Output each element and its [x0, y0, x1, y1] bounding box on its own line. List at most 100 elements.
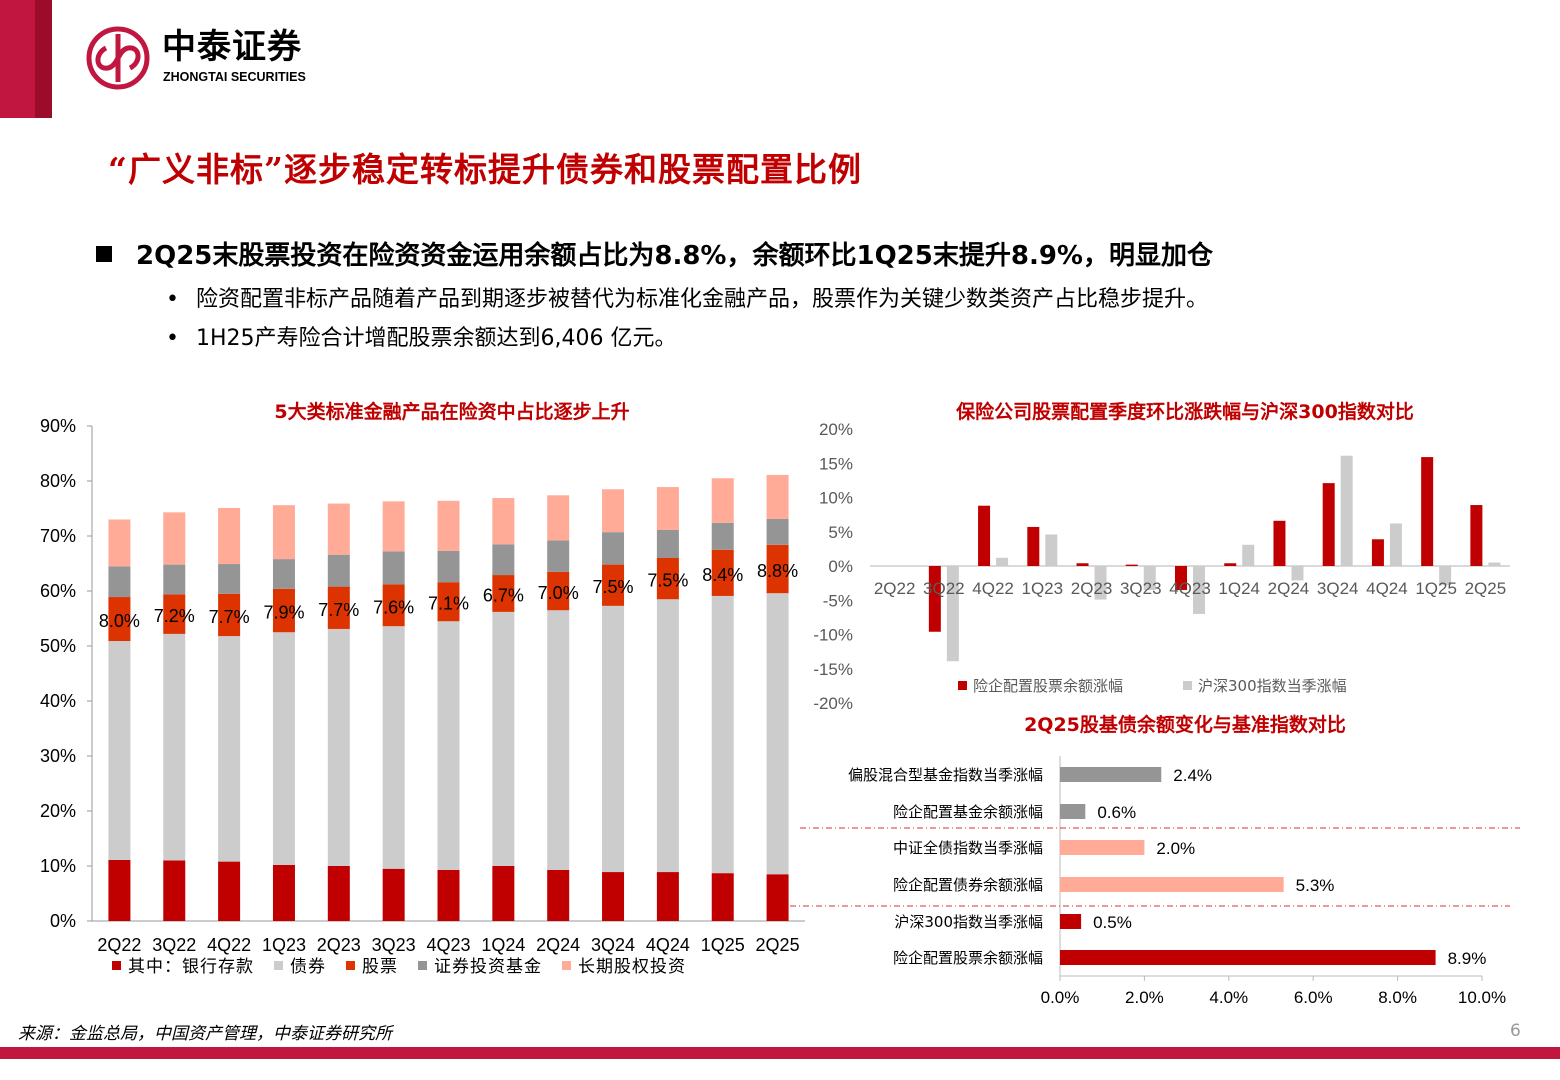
chart1-bar-segment	[327, 628, 350, 866]
chart3-category-label: 险企配置股票余额涨幅	[893, 949, 1043, 967]
chart1-bar-segment	[547, 869, 570, 921]
chart1-bar-segment	[272, 505, 295, 560]
chart2-x-tick-label: 2Q23	[1071, 579, 1113, 598]
chart2-bar	[1371, 539, 1384, 566]
chart1-bar-segment	[711, 873, 734, 921]
chart1-data-label: 7.7%	[209, 607, 250, 627]
chart1-bar-segment	[711, 549, 734, 596]
chart3-category-label: 险企配置基金余额涨幅	[893, 803, 1043, 821]
chart1-bar-segment	[547, 610, 570, 870]
chart1-bar-segment	[711, 478, 734, 523]
chart1-data-label: 7.5%	[593, 577, 634, 597]
chart2-bar	[996, 557, 1009, 566]
chart2-bar	[1389, 523, 1402, 566]
chart1-bar-segment	[218, 861, 241, 921]
chart2-bar	[1076, 563, 1089, 566]
chart2-x-tick-label: 2Q24	[1268, 579, 1310, 598]
chart2-bar	[928, 566, 941, 632]
chart2-bar	[1175, 566, 1187, 590]
chart3-x-tick-label: 4.0%	[1209, 988, 1248, 1007]
chart1-bar-segment	[492, 498, 515, 545]
chart1-bar-segment	[437, 500, 460, 551]
chart2-x-tick-label: 1Q23	[1022, 579, 1064, 598]
chart1-legend-swatch	[562, 961, 571, 970]
sub-bullet-text: 险资配置非标产品随着产品到期逐步被替代为标准化金融产品，股票作为关键少数类资产占…	[196, 287, 1209, 312]
chart1-data-label: 7.7%	[318, 600, 359, 620]
chart1-y-tick-label: 10%	[40, 856, 76, 876]
chart3-bar	[1060, 804, 1086, 819]
chart1-data-label: 7.9%	[263, 603, 304, 623]
chart2-legend-label: 沪深300指数当季涨幅	[1198, 677, 1347, 695]
square-bullet-icon	[96, 246, 112, 262]
chart2-bar	[1242, 544, 1255, 566]
chart1-y-tick-label: 30%	[40, 746, 76, 766]
sub-bullet-text: 1H25产寿险合计增配股票余额达到6,406 亿元。	[196, 326, 677, 351]
footer-bar	[0, 1047, 1560, 1059]
chart1-bar-segment	[382, 584, 405, 627]
chart3-bar	[1060, 877, 1284, 892]
chart1-y-tick-label: 70%	[40, 526, 76, 546]
chart3-data-label: 5.3%	[1296, 876, 1335, 895]
chart1-bar-segment	[382, 626, 405, 869]
chart1-bar-segment	[272, 559, 295, 589]
header-accent-bar	[0, 0, 35, 118]
chart1-y-tick-label: 40%	[40, 691, 76, 711]
chart3-x-tick-label: 6.0%	[1294, 988, 1333, 1007]
chart1-bar-segment	[492, 611, 515, 866]
chart1-legend-swatch	[418, 961, 427, 970]
bullet-dot-icon: •	[166, 287, 179, 312]
chart1-bar-segment	[327, 586, 350, 629]
logo-text-cn: 中泰证券	[162, 27, 302, 67]
chart3-bar	[1060, 914, 1082, 929]
chart1-y-tick-label: 20%	[40, 801, 76, 821]
chart1-data-label: 7.6%	[373, 597, 414, 617]
chart1-bar-segment	[272, 864, 295, 921]
chart3-x-tick-label: 10.0%	[1458, 988, 1506, 1007]
chart1-bar-segment	[656, 558, 679, 600]
page-number: 6	[1510, 1021, 1521, 1041]
chart2-x-tick-label: 4Q24	[1366, 579, 1408, 598]
chart1-bar-segment	[163, 564, 186, 595]
source-note: 来源：金监总局，中国资产管理，中泰证券研究所	[18, 1024, 392, 1044]
chart2-bar	[946, 566, 959, 662]
chart1-bar-segment	[766, 874, 789, 921]
chart2-y-tick-label: -15%	[813, 660, 853, 679]
slide-title: “广义非标”逐步稳定转标提升债券和股票配置比例	[108, 150, 862, 189]
chart3-x-tick-label: 8.0%	[1378, 988, 1417, 1007]
chart3-category-label: 偏股混合型基金指数当季涨幅	[848, 766, 1043, 784]
chart1-bar-segment	[163, 594, 186, 634]
main-bullet: 2Q25末股票投资在险资资金运用余额占比为8.8%，余额环比1Q25末提升8.9…	[96, 240, 1213, 272]
chart2-bar	[1421, 457, 1434, 566]
chart1-bar-segment	[656, 529, 679, 558]
chart2-y-tick-label: 15%	[819, 454, 853, 473]
chart2-bar	[1322, 483, 1335, 566]
chart1-legend-label: 证券投资基金	[434, 957, 542, 977]
chart1-bar-segment	[656, 487, 679, 530]
chart2-bar	[1143, 566, 1156, 590]
chart2-bar	[978, 505, 991, 566]
chart2-legend-swatch	[1183, 681, 1192, 690]
chart1-y-tick-label: 90%	[40, 416, 76, 436]
chart1-x-tick-label: 3Q22	[152, 935, 196, 955]
chart1-x-tick-label: 1Q24	[481, 935, 525, 955]
chart3-data-label: 8.9%	[1448, 949, 1487, 968]
chart2-x-tick-label: 3Q22	[923, 579, 965, 598]
chart1-bar-segment	[163, 633, 186, 861]
chart2-bar	[1470, 505, 1483, 566]
chart1-bar-segment	[656, 872, 679, 921]
chart1-x-tick-label: 2Q25	[756, 935, 800, 955]
chart1-bar-segment	[218, 636, 241, 862]
chart1-y-tick-label: 80%	[40, 471, 76, 491]
chart3-bar	[1060, 950, 1436, 965]
sub-bullet: • 险资配置非标产品随着产品到期逐步被替代为标准化金融产品，股票作为关键少数类资产…	[166, 286, 1208, 314]
chart2-x-tick-label: 4Q23	[1169, 579, 1211, 598]
chart1-x-tick-label: 1Q23	[262, 935, 306, 955]
chart1-data-label: 7.1%	[428, 594, 469, 614]
chart1-bar-segment	[766, 518, 789, 545]
chart1-x-tick-label: 2Q22	[97, 935, 141, 955]
chart3-data-label: 2.4%	[1173, 766, 1212, 785]
chart2-x-tick-label: 4Q22	[972, 579, 1014, 598]
chart2-bar	[1125, 564, 1138, 566]
chart1-bar-segment	[163, 512, 186, 565]
